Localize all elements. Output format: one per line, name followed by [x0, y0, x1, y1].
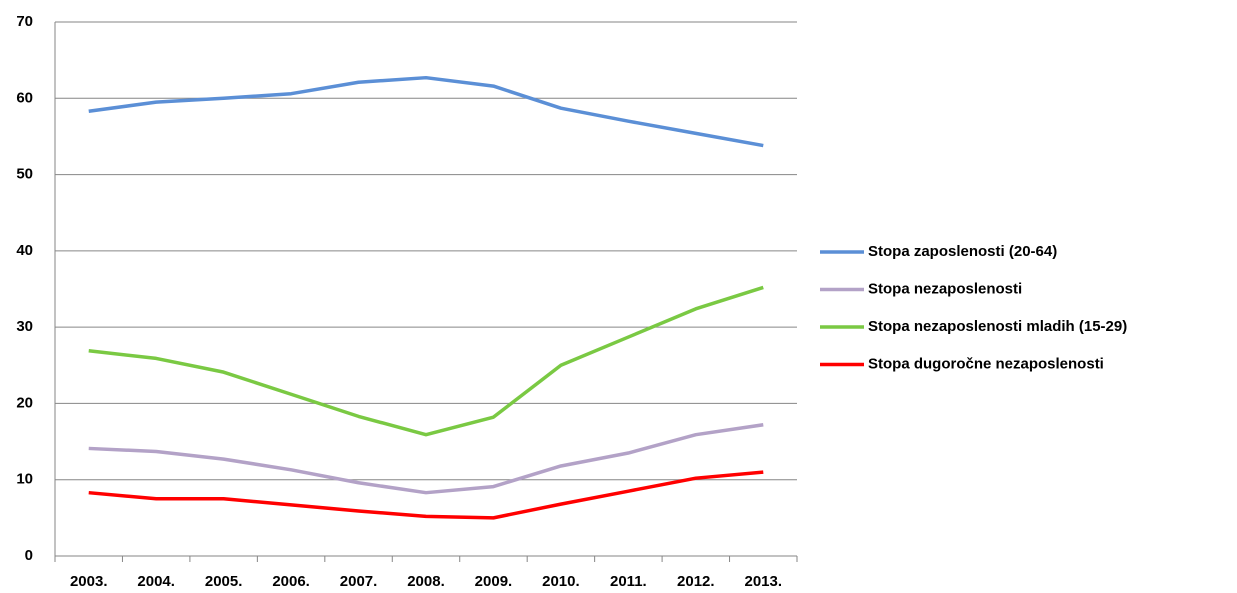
- y-tick-label: 50: [16, 166, 33, 183]
- x-tick-label: 2013.: [744, 573, 782, 590]
- x-tick-label: 2008.: [407, 573, 445, 590]
- x-tick-label: 2012.: [677, 573, 715, 590]
- legend-label: Stopa nezaposlenosti: [868, 280, 1022, 297]
- x-tick-label: 2010.: [542, 573, 580, 590]
- series-line: [88, 285, 764, 437]
- x-tick-label: 2009.: [475, 573, 513, 590]
- y-tick-label: 10: [16, 471, 33, 488]
- y-tick-label: 70: [16, 13, 33, 30]
- series-line: [88, 470, 764, 520]
- x-tick-label: 2011.: [610, 573, 647, 590]
- x-tick-label: 2004.: [137, 573, 175, 590]
- y-tick-label: 20: [16, 394, 33, 411]
- series-line: [88, 423, 764, 495]
- legend-label: Stopa dugoročne nezaposlenosti: [868, 355, 1104, 372]
- x-tick-label: 2005.: [205, 573, 243, 590]
- y-tick-label: 30: [16, 318, 33, 335]
- y-tick-label: 60: [16, 89, 33, 106]
- x-tick-label: 2003.: [70, 573, 108, 590]
- y-tick-label: 40: [16, 242, 33, 259]
- x-tick-label: 2007.: [340, 573, 378, 590]
- legend-label: Stopa nezaposlenosti mladih (15-29): [868, 318, 1127, 335]
- legend-label: Stopa zaposlenosti (20-64): [868, 243, 1057, 260]
- series-line: [88, 75, 764, 148]
- x-tick-label: 2006.: [272, 573, 310, 590]
- y-tick-label: 0: [25, 547, 33, 564]
